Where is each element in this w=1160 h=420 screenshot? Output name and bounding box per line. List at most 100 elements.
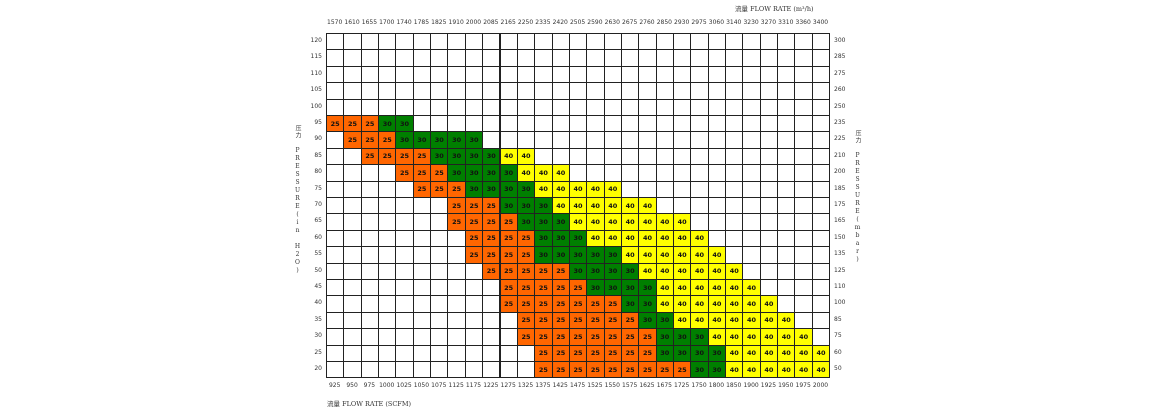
empty-cell [725, 164, 744, 182]
empty-cell [638, 33, 657, 51]
empty-cell [603, 147, 622, 166]
value-cell: 40 [690, 229, 709, 248]
empty-cell [551, 147, 570, 166]
left-tick-label: 60 [314, 233, 322, 241]
value-cell: 40 [742, 361, 761, 379]
empty-cell [464, 311, 484, 330]
value-cell: 25 [482, 229, 501, 248]
empty-cell [447, 229, 466, 248]
top-tick-label: 2590 [587, 19, 603, 26]
value-cell: 25 [534, 311, 553, 330]
empty-cell [378, 197, 397, 215]
empty-cell [690, 98, 709, 116]
value-cell: 30 [690, 344, 709, 362]
empty-cell [360, 180, 380, 198]
bottom-tick-label: 950 [346, 382, 358, 389]
empty-cell [568, 147, 588, 166]
value-cell: 40 [551, 164, 570, 182]
value-cell: 25 [412, 147, 432, 166]
empty-cell [742, 147, 761, 166]
value-cell: 40 [742, 279, 761, 297]
empty-cell [326, 33, 345, 51]
value-cell: 40 [638, 246, 657, 264]
empty-cell [551, 82, 570, 100]
top-tick-label: 1700 [379, 19, 395, 26]
empty-cell [499, 131, 518, 149]
empty-cell [378, 328, 397, 346]
value-cell: 25 [638, 328, 657, 346]
empty-cell [638, 49, 657, 67]
empty-cell [464, 344, 484, 362]
empty-cell [343, 213, 362, 231]
empty-cell [343, 147, 362, 166]
empty-cell [586, 65, 605, 84]
empty-cell [638, 147, 657, 166]
empty-cell [395, 361, 414, 379]
value-cell: 30 [655, 311, 674, 330]
value-cell: 40 [586, 197, 605, 215]
empty-cell [430, 197, 449, 215]
top-tick-label: 1910 [448, 19, 464, 26]
value-cell: 25 [586, 311, 605, 330]
empty-cell [586, 49, 605, 67]
value-cell: 25 [482, 197, 501, 215]
value-cell: 25 [534, 344, 553, 362]
value-cell: 30 [482, 180, 501, 198]
right-tick-label: 110 [834, 283, 846, 290]
value-cell: 25 [412, 180, 432, 198]
empty-cell [777, 213, 796, 231]
value-cell: 40 [586, 180, 605, 198]
bottom-tick-label: 1850 [726, 382, 742, 389]
bottom-axis-title: 流量 FLOW RATE (SCFM) [327, 400, 412, 408]
value-cell: 30 [378, 115, 397, 133]
empty-cell [378, 164, 397, 182]
empty-cell [378, 82, 397, 100]
empty-cell [777, 295, 796, 313]
value-cell: 40 [638, 262, 657, 280]
empty-cell [603, 164, 622, 182]
empty-cell [725, 197, 744, 215]
value-cell: 30 [482, 147, 501, 166]
value-cell: 40 [777, 361, 796, 379]
empty-cell [482, 98, 501, 116]
value-cell: 25 [534, 295, 553, 313]
empty-cell [742, 131, 761, 149]
empty-cell [326, 98, 345, 116]
empty-cell [603, 65, 622, 84]
empty-cell [811, 49, 831, 67]
empty-cell [777, 164, 796, 182]
value-cell: 40 [742, 344, 761, 362]
right-tick-label: 200 [834, 168, 846, 176]
empty-cell [482, 361, 501, 379]
empty-cell [482, 65, 501, 84]
empty-cell [534, 65, 553, 84]
empty-cell [673, 82, 692, 100]
empty-cell [395, 213, 414, 231]
empty-cell [534, 147, 553, 166]
value-cell: 40 [707, 262, 727, 280]
empty-cell [655, 98, 674, 116]
empty-cell [499, 115, 518, 133]
empty-cell [725, 98, 744, 116]
empty-cell [430, 65, 449, 84]
empty-cell [326, 262, 345, 280]
top-tick-label: 2420 [552, 19, 568, 26]
empty-cell [343, 180, 362, 198]
empty-cell [447, 344, 466, 362]
empty-cell [430, 229, 449, 248]
top-tick-label: 1655 [361, 19, 378, 26]
empty-cell [447, 65, 466, 84]
value-cell: 30 [655, 344, 674, 362]
empty-cell [811, 328, 831, 346]
bottom-tick-label: 1725 [674, 382, 690, 389]
empty-cell [343, 82, 362, 100]
empty-cell [447, 361, 466, 379]
empty-cell [360, 246, 380, 264]
left-tick-label: 115 [310, 53, 322, 61]
empty-cell [777, 98, 796, 116]
empty-cell [378, 180, 397, 198]
empty-cell [794, 197, 813, 215]
value-cell: 40 [725, 328, 744, 346]
top-tick-label: 2085 [483, 19, 499, 26]
